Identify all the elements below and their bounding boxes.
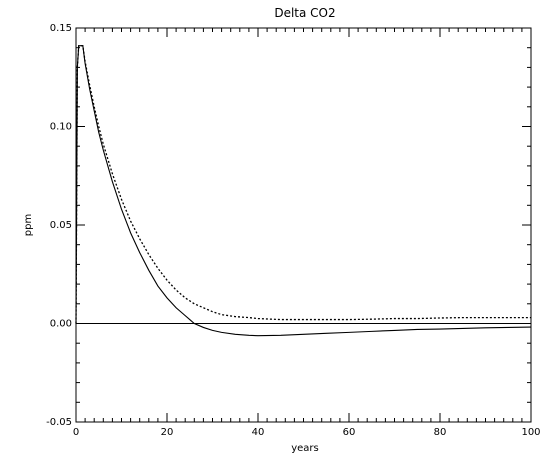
x-tick-label: 0 xyxy=(73,427,79,438)
x-axis-title: years xyxy=(291,443,319,454)
y-axis-title: ppm xyxy=(23,214,34,236)
series-line-solid xyxy=(76,46,531,336)
x-tick-label: 40 xyxy=(252,427,265,438)
chart-title: Delta CO2 xyxy=(274,6,335,20)
x-tick-label: 100 xyxy=(521,427,540,438)
y-tick-label: 0.00 xyxy=(50,319,72,330)
series-line-dotted xyxy=(76,46,531,324)
x-tick-label: 80 xyxy=(434,427,447,438)
y-tick-label: 0.10 xyxy=(50,122,72,133)
x-tick-label: 20 xyxy=(161,427,174,438)
x-tick-label: 60 xyxy=(343,427,356,438)
plot-area: 0 20 40 60 80 100 -0.05 0.00 0.05 0.10 0.15 xyxy=(46,23,540,438)
y-tick-label: -0.05 xyxy=(46,417,72,428)
y-tick-label: 0.05 xyxy=(50,220,72,231)
y-tick-label: 0.15 xyxy=(50,23,72,34)
plot-frame xyxy=(76,28,531,422)
